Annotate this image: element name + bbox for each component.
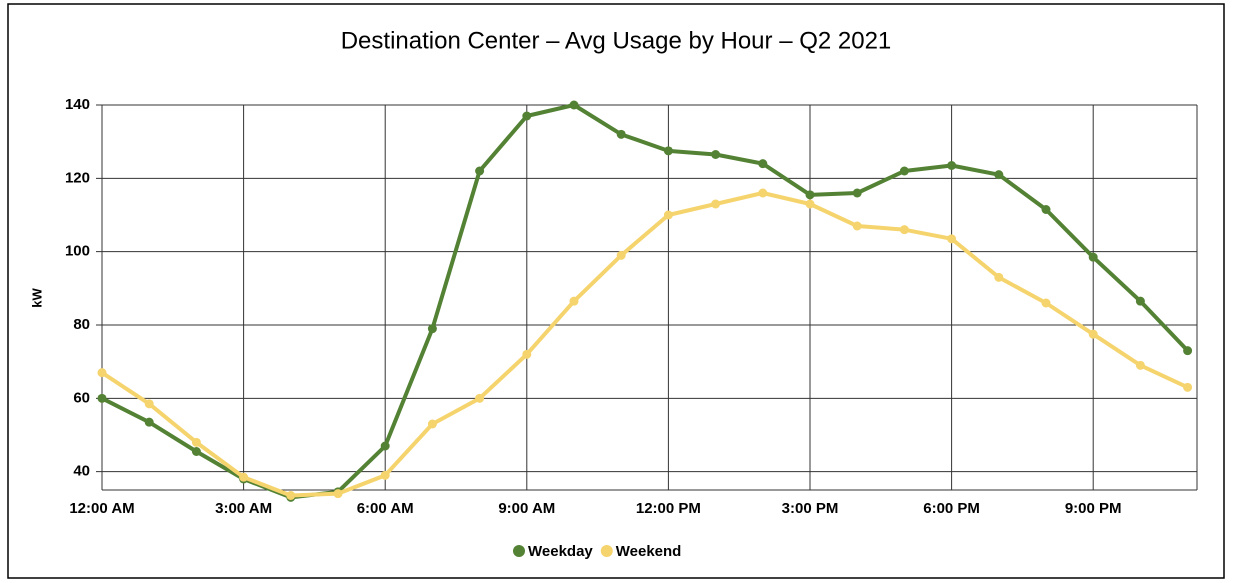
data-point <box>758 188 768 198</box>
y-tick-label: 120 <box>65 169 90 186</box>
x-tick-label: 3:00 AM <box>215 500 272 517</box>
data-point <box>663 210 673 220</box>
legend-swatch <box>513 545 525 557</box>
y-tick-label: 40 <box>73 463 90 480</box>
data-point <box>711 199 721 209</box>
data-point <box>1088 329 1098 339</box>
data-point <box>994 272 1004 282</box>
data-point <box>663 146 673 156</box>
y-tick-label: 60 <box>73 389 90 406</box>
data-point <box>758 159 768 169</box>
data-point <box>805 199 815 209</box>
data-point <box>97 368 107 378</box>
data-point <box>711 150 721 159</box>
data-point <box>522 111 532 121</box>
data-point <box>97 393 107 403</box>
x-tick-label: 9:00 AM <box>498 500 555 517</box>
data-point <box>1135 360 1145 370</box>
data-point <box>569 100 579 110</box>
data-point <box>475 166 485 176</box>
y-tick-label: 80 <box>73 316 90 333</box>
data-point <box>427 324 437 334</box>
y-axis-label: kW <box>29 288 44 308</box>
data-point <box>380 441 390 451</box>
data-point <box>286 491 296 500</box>
data-point <box>1041 205 1051 214</box>
data-point <box>475 393 485 403</box>
legend-item: Weekday <box>513 543 593 560</box>
data-point <box>1041 298 1051 308</box>
data-point <box>947 161 957 170</box>
y-tick-label: 140 <box>65 96 90 113</box>
data-point <box>239 472 249 482</box>
data-point <box>616 250 626 260</box>
data-point <box>994 170 1004 180</box>
data-point <box>427 419 437 429</box>
x-tick-label: 3:00 PM <box>782 500 839 517</box>
legend-item: Weekend <box>600 543 682 560</box>
data-point <box>333 489 343 499</box>
data-point <box>144 417 154 427</box>
data-point <box>852 188 862 198</box>
legend-label: Weekday <box>528 543 593 560</box>
data-point <box>899 166 909 176</box>
data-point <box>380 470 390 480</box>
y-tick-label: 100 <box>65 243 90 260</box>
legend-label: Weekend <box>616 543 682 560</box>
data-point <box>852 221 862 231</box>
data-point <box>947 234 957 244</box>
data-point <box>616 129 626 139</box>
data-point <box>1183 346 1193 356</box>
x-tick-label: 6:00 PM <box>923 500 980 517</box>
x-tick-label: 12:00 PM <box>636 500 701 517</box>
x-tick-label: 6:00 AM <box>357 500 414 517</box>
series-line <box>100 191 1189 498</box>
data-point <box>805 190 815 200</box>
data-point <box>1088 252 1098 262</box>
data-point <box>522 349 532 359</box>
data-point <box>899 225 909 235</box>
data-point <box>191 437 201 447</box>
chart-title: Destination Center – Avg Usage by Hour –… <box>341 27 892 54</box>
data-point <box>569 296 579 306</box>
x-tick-label: 9:00 PM <box>1065 500 1122 517</box>
data-point <box>1183 382 1193 392</box>
x-tick-label: 12:00 AM <box>69 500 134 517</box>
legend-swatch <box>600 545 613 557</box>
data-point <box>1135 296 1145 306</box>
frame <box>7 3 1225 579</box>
data-point <box>191 447 201 456</box>
data-point <box>144 399 154 409</box>
